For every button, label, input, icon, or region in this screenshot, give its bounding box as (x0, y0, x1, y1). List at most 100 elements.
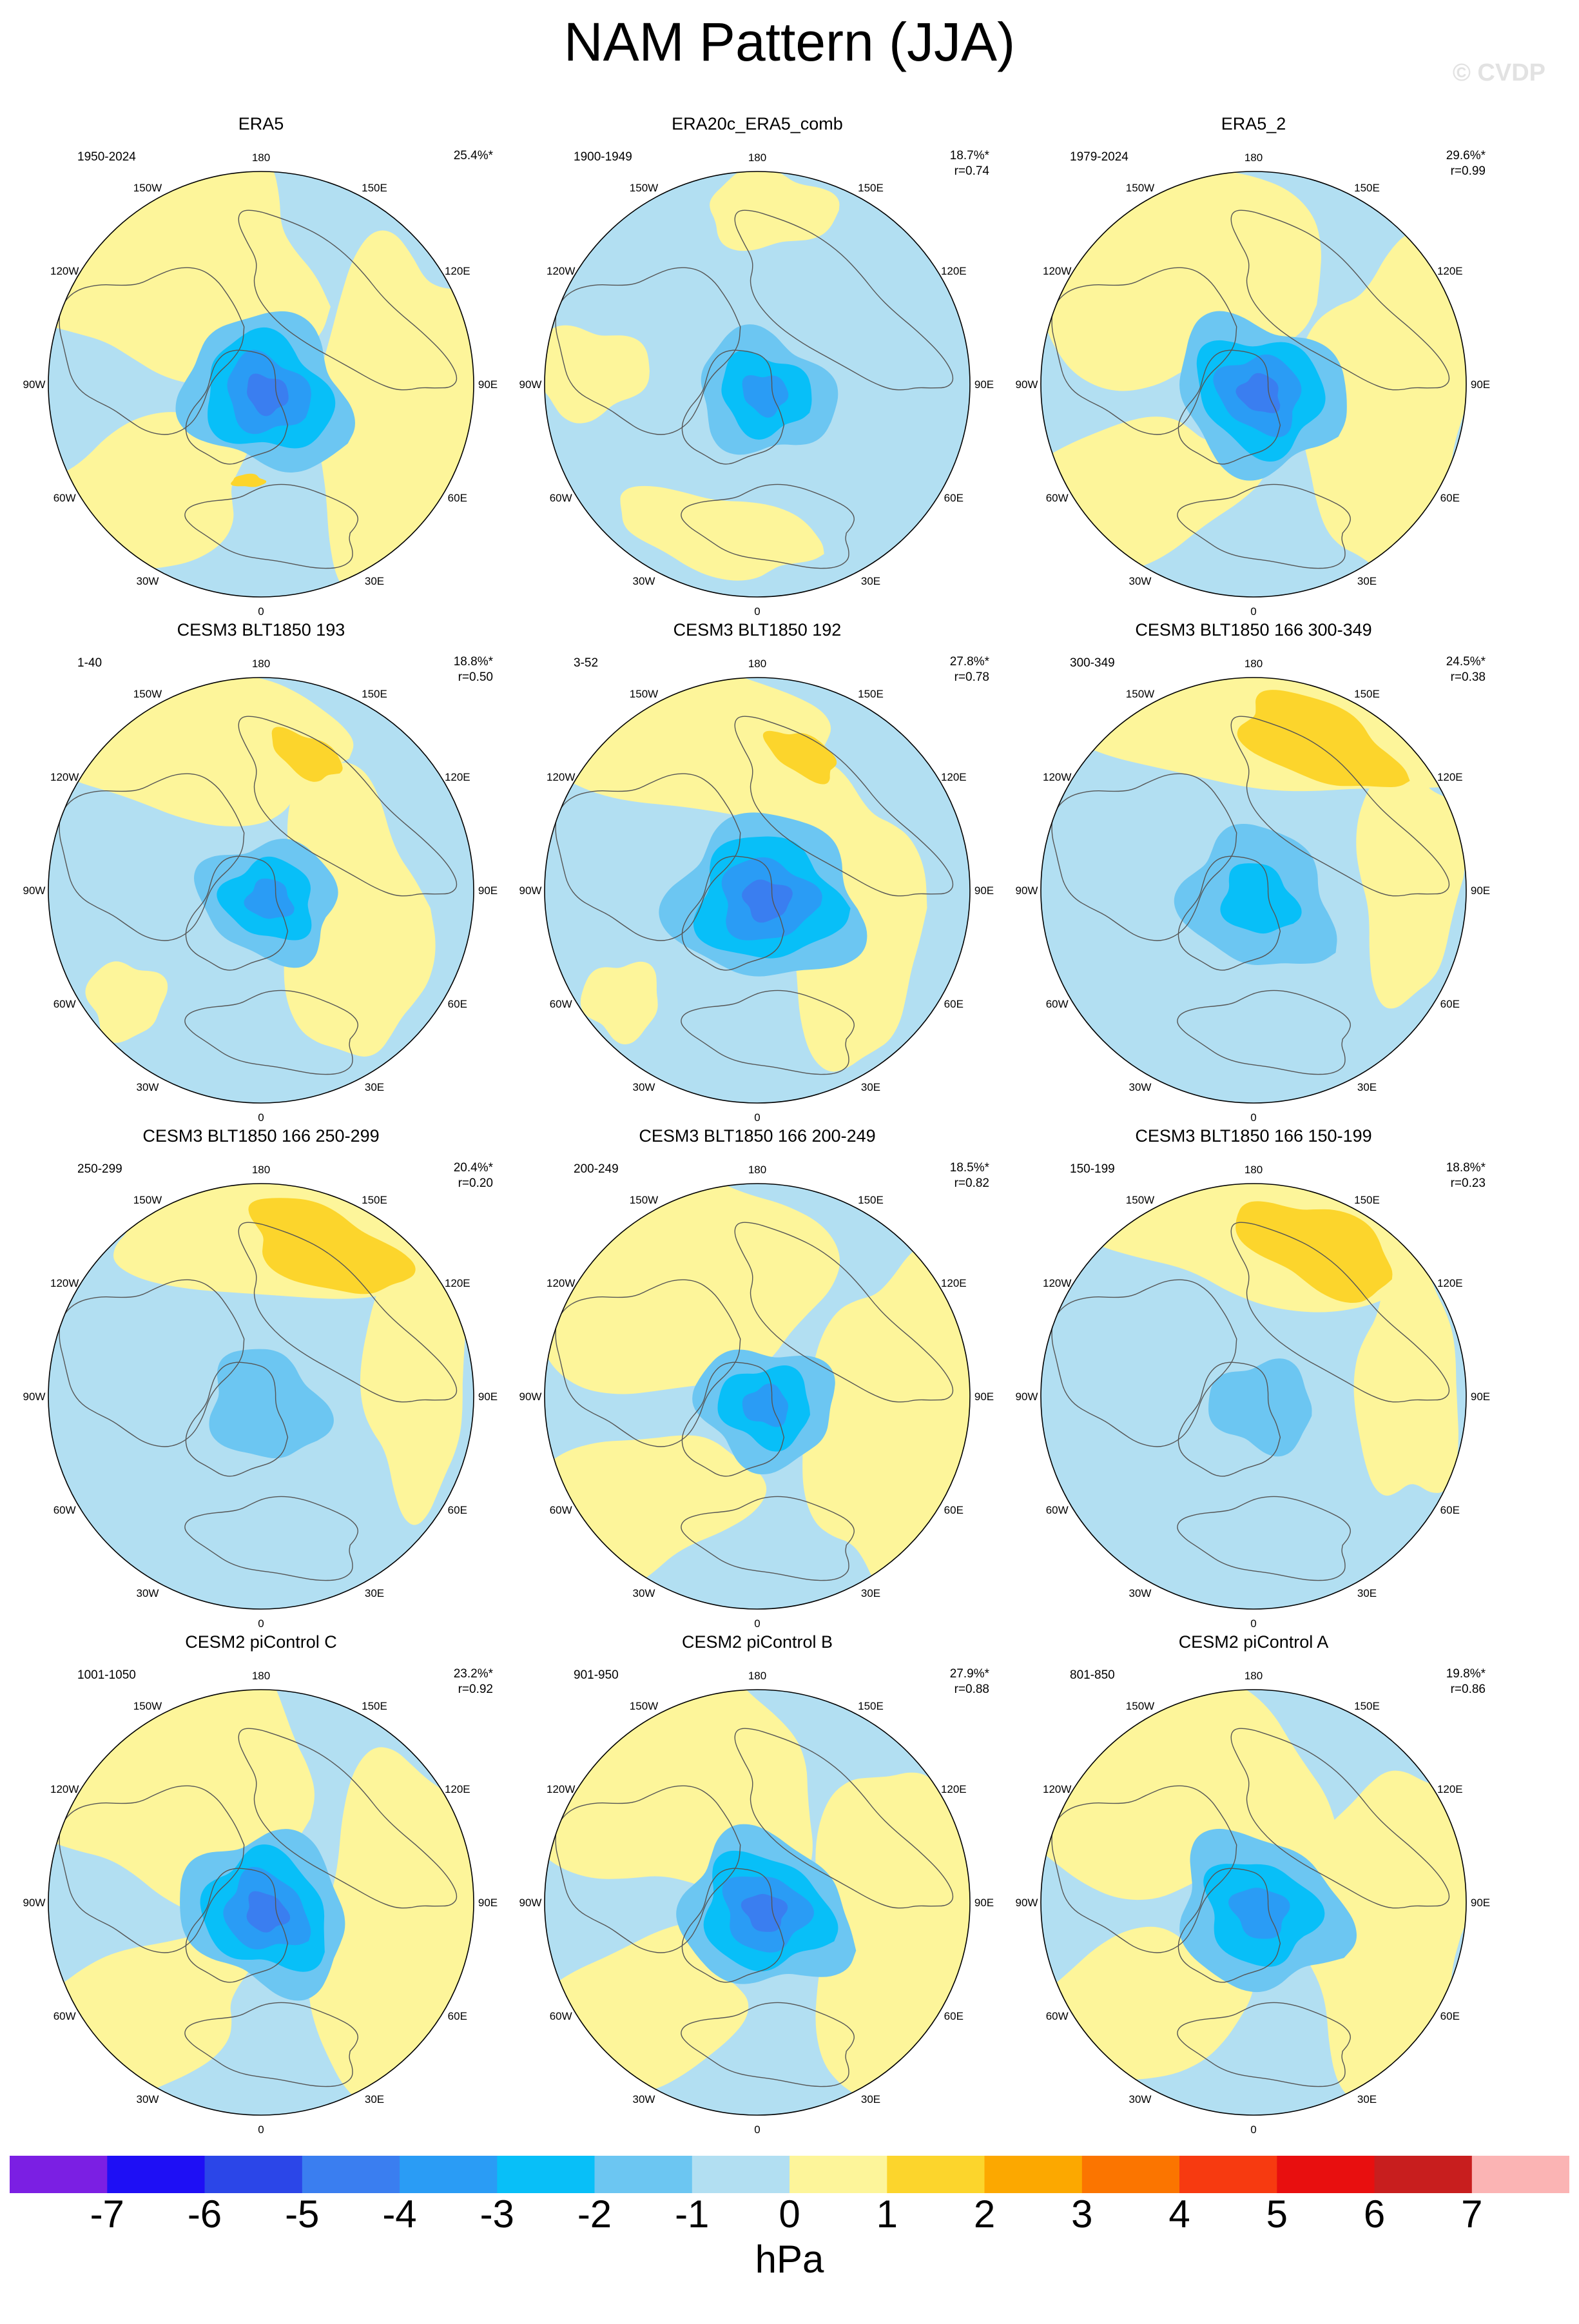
longitude-label: 150E (1354, 1700, 1380, 1712)
colorbar-swatch (1374, 2156, 1473, 2193)
negative-anomaly-contour (246, 1891, 291, 1933)
longitude-label: 30W (633, 2093, 655, 2105)
longitude-label: 150W (1126, 688, 1154, 700)
longitude-label: 150E (362, 688, 387, 700)
longitude-label: 150W (133, 1194, 162, 1206)
longitude-label: 150W (630, 182, 658, 194)
panel-variance-explained: 20.4%* (453, 1161, 493, 1175)
longitude-label: 60E (1440, 492, 1460, 504)
longitude-label: 30W (1129, 575, 1152, 587)
panel-pattern-correlation: r=0.20 (458, 1177, 493, 1190)
longitude-label: 150E (858, 1700, 884, 1712)
positive-anomaly-region (620, 485, 824, 581)
map-border (48, 1689, 474, 2116)
longitude-label: 30E (1357, 575, 1377, 587)
longitude-label: 120W (50, 265, 79, 277)
longitude-label: 90W (519, 884, 542, 897)
longitude-label: 0 (754, 1111, 760, 1124)
longitude-label: 180 (1245, 658, 1263, 670)
panel-title: CESM2 piControl C (185, 1632, 337, 1652)
panel-variance-explained: 23.2%* (453, 1667, 493, 1681)
coastlines (1051, 1222, 1450, 1581)
colorbar-tick-label: 3 (1071, 2192, 1093, 2236)
longitude-label: 30E (861, 2093, 880, 2105)
panel-title: ERA5_2 (1221, 114, 1286, 133)
colorbar-swatch (887, 2156, 985, 2193)
colorbar-swatch (1277, 2156, 1375, 2193)
positive-anomaly-core (271, 727, 343, 782)
colorbar-tick-label: -3 (480, 2192, 514, 2236)
coastlines (1051, 1728, 1450, 2087)
colorbar-tick-label: 7 (1461, 2192, 1483, 2236)
panel-period: 1900-1949 (574, 150, 632, 164)
longitude-label: 90E (478, 378, 498, 391)
longitude-label: 150E (858, 1194, 884, 1206)
panel-title: CESM3 BLT1850 192 (673, 620, 842, 640)
colorbar-swatch (204, 2156, 303, 2193)
longitude-label: 180 (748, 658, 766, 670)
panel-variance-explained: 18.8%* (1446, 1161, 1486, 1175)
panel-pattern-correlation: r=0.99 (1450, 164, 1486, 178)
colorbar-swatch (1471, 2156, 1570, 2193)
polar-map: 180 150E 120E 90E 60E 30E 0 30W 60W 90W 120W 150W (23, 151, 498, 618)
map-border (544, 171, 971, 598)
map-border (544, 1183, 971, 1610)
colorbar-swatch (984, 2156, 1083, 2193)
coastlines (555, 1222, 954, 1581)
longitude-label: 90W (23, 1897, 46, 1909)
panel-pattern-correlation: r=0.74 (954, 164, 989, 178)
longitude-label: 60W (550, 998, 572, 1010)
longitude-label: 30E (861, 1587, 880, 1599)
longitude-label: 60E (448, 998, 467, 1010)
panel-pattern-correlation: r=0.92 (458, 1683, 493, 1696)
longitude-label: 90W (23, 884, 46, 897)
panel-variance-explained: 25.4%* (453, 149, 493, 162)
longitude-label: 120E (1437, 771, 1463, 783)
longitude-label: 30W (137, 575, 159, 587)
longitude-label: 60E (448, 2010, 467, 2022)
longitude-label: 60E (944, 2010, 964, 2022)
panel-variance-explained: 18.8%* (453, 655, 493, 669)
longitude-label: 30W (633, 1081, 655, 1093)
longitude-label: 120W (547, 1783, 575, 1795)
longitude-label: 30E (365, 1587, 384, 1599)
longitude-label: 180 (1245, 151, 1263, 164)
negative-anomaly-contour (1220, 863, 1302, 934)
positive-anomaly-core (248, 1198, 416, 1294)
longitude-label: 0 (258, 2124, 264, 2136)
longitude-label: 30W (1129, 1587, 1152, 1599)
longitude-label: 60W (53, 2010, 76, 2022)
longitude-label: 30E (1357, 2093, 1377, 2105)
polar-map: 180 150E 120E 90E 60E 30E 0 30W 60W 90W 120W 150W (23, 658, 498, 1124)
panel-pattern-correlation: r=0.23 (1450, 1177, 1486, 1190)
longitude-label: 150E (362, 182, 387, 194)
longitude-label: 150W (1126, 1194, 1154, 1206)
colorbar-swatch (10, 2156, 108, 2193)
map-panel: CESM2 piControl A 801-850 19.8%* r=0.86 180 1… (1005, 1631, 1502, 2147)
panel-period: 150-199 (1070, 1162, 1115, 1176)
longitude-label: 0 (1250, 1111, 1256, 1124)
longitude-label: 180 (252, 658, 270, 670)
positive-anomaly-region (815, 1772, 970, 2105)
polar-map: 180 150E 120E 90E 60E 30E 0 30W 60W 90W 120W 150W (23, 1164, 498, 1630)
map-panel: CESM3 BLT1850 193 1-40 18.8%* r=0.50 180 150E… (13, 619, 509, 1135)
map-panel: CESM3 BLT1850 166 150-199 150-199 18.8%* r=… (1005, 1125, 1502, 1641)
longitude-label: 60W (53, 492, 76, 504)
longitude-label: 60W (53, 998, 76, 1010)
panel-period: 1001-1050 (77, 1668, 136, 1682)
colorbar-swatch (400, 2156, 498, 2193)
map-border (544, 677, 971, 1104)
panel-variance-explained: 18.7%* (949, 149, 989, 162)
longitude-label: 90E (1471, 1391, 1490, 1403)
panel-title: ERA5 (238, 114, 284, 133)
longitude-label: 90W (1016, 884, 1038, 897)
map-panel: CESM3 BLT1850 192 3-52 27.8%* r=0.78 180 150E… (509, 619, 1005, 1135)
colorbar-swatch (692, 2156, 790, 2193)
positive-anomaly-region (284, 763, 436, 1057)
longitude-label: 120W (1043, 1277, 1071, 1289)
colorbar-tick-label: 5 (1266, 2192, 1288, 2236)
longitude-label: 120E (445, 771, 470, 783)
longitude-label: 30W (137, 2093, 159, 2105)
panel-pattern-correlation: r=0.88 (954, 1683, 989, 1696)
longitude-label: 0 (258, 605, 264, 618)
